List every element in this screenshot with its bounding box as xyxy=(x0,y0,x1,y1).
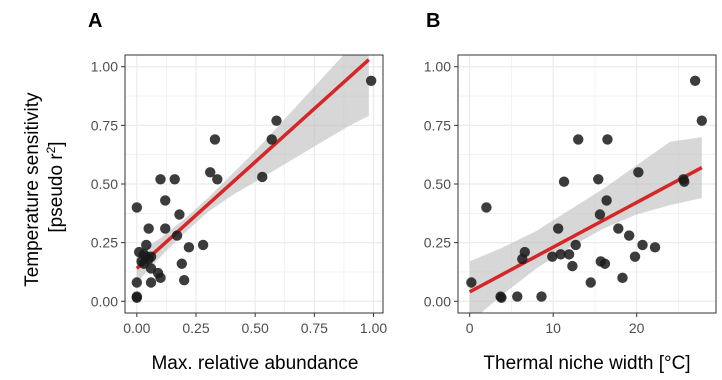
panel-b-ci-band xyxy=(469,137,702,313)
data-point xyxy=(593,174,604,185)
x-tick-label: 1.00 xyxy=(360,320,387,336)
data-point xyxy=(155,272,166,284)
y-axis-title-superscript: 2 xyxy=(44,146,58,153)
data-point xyxy=(567,260,578,272)
data-point xyxy=(689,75,701,87)
data-point xyxy=(131,277,143,288)
data-point xyxy=(536,291,547,302)
panel-b-fit-line-layer xyxy=(468,166,703,294)
panel-b-ci-band-layer xyxy=(469,137,702,313)
y-tick-label: 0.75 xyxy=(91,117,118,133)
panel-a-points xyxy=(131,75,377,303)
x-tick-label: 0.50 xyxy=(242,320,269,336)
y-axis-title: Temperature sensitivity [pseudo r2] xyxy=(22,87,67,287)
data-point xyxy=(629,251,641,262)
data-point xyxy=(563,249,575,260)
y-tick-label: 1.00 xyxy=(91,59,118,75)
data-point xyxy=(160,223,171,234)
panel-a: A 0.00 0.25 0.50 0.75 1.00 0.00 0.25 0.50 0.75 1… xyxy=(88,10,387,374)
data-point xyxy=(141,239,152,251)
panel-b-x-ticks: 0 10 20 xyxy=(466,313,645,336)
data-point xyxy=(365,75,377,87)
data-point xyxy=(573,134,584,145)
data-point xyxy=(519,246,530,258)
data-point xyxy=(599,258,611,269)
data-point xyxy=(555,249,566,260)
data-point xyxy=(257,171,268,183)
panel-b-fit-line xyxy=(468,166,703,294)
x-tick-label: 0.00 xyxy=(123,320,150,336)
data-point xyxy=(171,230,183,241)
y-tick-label: 0.25 xyxy=(91,235,118,251)
data-point xyxy=(696,115,708,126)
data-point xyxy=(602,134,613,145)
data-point xyxy=(145,277,157,288)
panel-b: B 0.00 0.25 0.50 0.75 1.00 0 10 20 Thermal nic… xyxy=(424,10,717,374)
panel-a-x-ticks: 0.00 0.25 0.50 0.75 1.00 xyxy=(123,313,387,336)
data-point xyxy=(131,202,143,213)
data-point xyxy=(143,223,154,234)
data-point xyxy=(633,167,644,178)
panel-b-x-axis-title: Thermal niche width [°C] xyxy=(483,353,690,374)
y-tick-label: 0.00 xyxy=(424,293,451,309)
data-point xyxy=(496,292,507,303)
data-point xyxy=(585,277,596,288)
data-point xyxy=(160,195,171,206)
data-point xyxy=(481,202,492,213)
y-tick-label: 0.00 xyxy=(91,293,118,309)
data-point xyxy=(570,239,581,251)
panel-a-x-axis-title: Max. relative abundance xyxy=(151,353,358,374)
data-point xyxy=(266,134,277,145)
y-axis-title-line2: [pseudo r xyxy=(46,153,67,233)
data-point xyxy=(169,174,180,185)
y-tick-label: 0.25 xyxy=(424,235,451,251)
y-tick-label: 0.50 xyxy=(91,176,118,192)
panel-b-y-ticks: 0.00 0.25 0.50 0.75 1.00 xyxy=(424,59,458,309)
data-point xyxy=(466,277,477,288)
y-tick-label: 0.50 xyxy=(424,176,451,192)
data-point xyxy=(197,239,209,251)
y-axis-title-line1: Temperature sensitivity xyxy=(22,92,43,287)
data-point xyxy=(637,239,648,251)
data-point xyxy=(512,291,523,302)
data-point xyxy=(176,258,188,269)
data-point xyxy=(174,209,185,220)
data-point xyxy=(145,251,157,262)
panel-b-points xyxy=(466,75,708,303)
x-tick-label: 0.75 xyxy=(301,320,328,336)
data-point xyxy=(679,176,690,187)
data-point xyxy=(649,242,661,253)
x-tick-label: 0.25 xyxy=(182,320,209,336)
data-point xyxy=(131,292,143,303)
data-point xyxy=(271,115,282,126)
data-point xyxy=(594,209,606,220)
panel-a-y-ticks: 0.00 0.25 0.50 0.75 1.00 xyxy=(91,59,125,309)
panel-a-tag: A xyxy=(88,10,102,32)
x-tick-label: 0 xyxy=(466,320,474,336)
data-point xyxy=(212,174,223,185)
panel-b-tag: B xyxy=(426,10,440,32)
data-point xyxy=(558,176,570,187)
data-point xyxy=(601,195,612,206)
y-tick-label: 1.00 xyxy=(424,59,451,75)
data-point xyxy=(617,272,628,284)
data-point xyxy=(547,251,558,262)
data-point xyxy=(623,230,635,241)
x-tick-label: 20 xyxy=(629,320,645,336)
data-point xyxy=(183,242,195,253)
data-point xyxy=(205,167,216,178)
data-point xyxy=(155,174,166,185)
data-point xyxy=(178,274,190,286)
data-point xyxy=(209,134,221,145)
y-axis-title-close: ] xyxy=(46,141,67,146)
data-point xyxy=(552,223,564,234)
y-tick-label: 0.75 xyxy=(424,117,451,133)
data-point xyxy=(613,223,624,234)
x-tick-label: 10 xyxy=(545,320,561,336)
